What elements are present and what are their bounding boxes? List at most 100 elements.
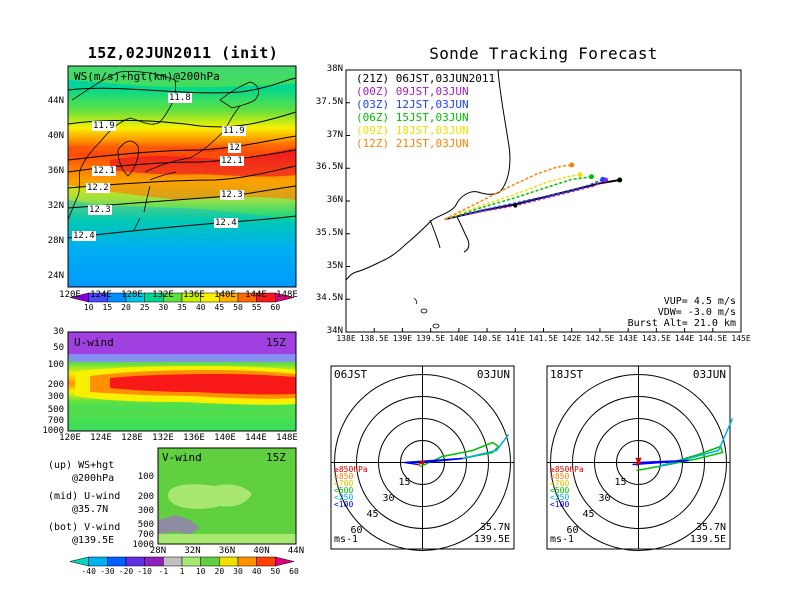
vwind-label: V-wind (162, 451, 202, 464)
colorbar-swatch (144, 556, 164, 567)
map-lat-tick: 44N (47, 96, 64, 106)
hodo-trace (404, 457, 463, 466)
legend-entry: (21Z) 06JST,03JUN2011 (356, 72, 496, 85)
tracking-plot (345, 69, 742, 333)
vwind-time: 15Z (266, 451, 286, 464)
map-title: 15Z,02JUN2011 (init) (87, 44, 279, 62)
colorbar-label: 10 (195, 567, 206, 576)
burst-point (513, 203, 518, 208)
colorbar-label: 15 (102, 303, 113, 312)
colorbar-swatch (125, 556, 145, 567)
hodo-date: 03JUN (692, 368, 726, 381)
colorbar-label: 50 (233, 303, 243, 312)
uwind-lon-tick: 148E (276, 433, 298, 443)
colorbar-label: -1 (158, 567, 169, 576)
tracking-title: Sonde Tracking Forecast (429, 44, 658, 63)
contour-label: 12.1 (220, 156, 244, 166)
colorbar-label: 30 (158, 303, 169, 312)
hodo-lat: 35.7N (695, 522, 726, 533)
hodo-unit: ms-1 (334, 534, 359, 545)
hodograph-right (546, 365, 734, 551)
colorbar-label: 40 (195, 303, 206, 312)
note-line: (bot) V-wind (48, 522, 121, 533)
hodo-ring-label: 15 (614, 476, 627, 488)
map-lon-tick: 144E (245, 290, 267, 300)
uwind-p-tick: 300 (47, 392, 64, 402)
note-line: (up) WS+hgt (48, 460, 115, 471)
map-lon-tick: 128E (121, 290, 143, 300)
uwind-lon-tick: 140E (214, 433, 236, 443)
vwind-p-tick: 300 (137, 506, 154, 516)
uwind-lon-tick: 128E (121, 433, 143, 443)
hodo-trace (420, 441, 500, 468)
tracking-lon-tick: 138E (336, 334, 356, 343)
tracking-lon-tick: 144.5E (698, 334, 728, 343)
colorbar-label: 30 (233, 567, 243, 576)
note-line: (mid) U-wind (48, 491, 121, 502)
hodo-unit: ms-1 (550, 534, 575, 545)
vwind-lat-tick: 28N (149, 546, 167, 556)
colorbar-label: 20 (214, 567, 225, 576)
uwind-p-tick: 1000 (42, 426, 64, 436)
tracking-lat-tick: 37.5N (315, 96, 343, 107)
tracking-lon-tick: 141.5E (529, 334, 558, 343)
hodo-level: <100 (550, 500, 570, 509)
tracking-lon-tick: 144E (674, 334, 695, 343)
uwind-p-tick: 30 (53, 327, 64, 337)
hodo-trace (417, 463, 422, 468)
note-line: @139.5E (72, 535, 115, 546)
tracking-lon-tick: 142E (562, 334, 582, 343)
colorbar-label: 60 (270, 303, 281, 312)
colorbar-label: -20 (118, 567, 134, 576)
colorbar-swatch (200, 556, 220, 567)
contour-label: 11.9 (92, 121, 116, 131)
vwind-p-tick: 700 (137, 530, 154, 540)
hodo-ring-label: 30 (598, 492, 611, 504)
uwind-lon-tick: 132E (152, 433, 174, 443)
contour-label: 12.3 (220, 190, 244, 200)
hodo-origin (420, 460, 425, 465)
hodo-time: 06JST (334, 368, 368, 381)
colorbar-swatch (107, 556, 127, 567)
note-line: @200hPa (72, 473, 115, 484)
map-colorbar (69, 292, 295, 303)
tracking-lon-tick: 141E (505, 334, 525, 343)
uwind-plot (67, 331, 297, 432)
track-line (444, 176, 592, 221)
vwind-colorbar (69, 556, 295, 567)
tracking-lat-tick: 36.5N (315, 162, 343, 173)
vwind-p-tick: 200 (137, 492, 154, 502)
contour-label: 12.1 (92, 166, 116, 176)
map-lon-tick: 120E (59, 290, 81, 300)
colorbar-label: 25 (139, 303, 150, 312)
colorbar-label: 50 (270, 567, 281, 576)
uwind-lon-tick: 136E (183, 433, 205, 443)
uwind-lon-tick: 124E (90, 433, 112, 443)
hodo-level: <250 (550, 493, 570, 502)
track-line (444, 164, 572, 220)
contour-label: 12.4 (214, 218, 238, 228)
hodo-level: ≥850hPa (334, 465, 368, 474)
colorbar-label: 10 (83, 303, 94, 312)
map-lat-tick: 32N (47, 201, 64, 211)
hodo-trace (632, 459, 689, 466)
colorbar-swatch (237, 556, 257, 567)
hodo-level: <700 (334, 479, 354, 488)
map-lat-tick: 24N (47, 271, 64, 281)
vwind-lat-tick: 36N (218, 546, 236, 556)
uwind-lon-tick: 120E (59, 433, 81, 443)
colorbar-label: -30 (100, 567, 115, 576)
tracking-lat-tick: 34.5N (315, 293, 343, 304)
colorbar-label: 40 (251, 567, 262, 576)
hodo-level: <100 (334, 500, 354, 509)
colorbar-swatch (88, 556, 108, 567)
contour-label: 12.4 (72, 231, 96, 241)
track-endpoint (600, 176, 606, 182)
hodo-level: <250 (334, 493, 354, 502)
vwind-lat-tick: 32N (184, 546, 201, 556)
colorbar-label: 1 (179, 567, 185, 576)
uwind-p-tick: 100 (47, 360, 64, 370)
colorbar-swatch (275, 292, 295, 303)
hodo-date: 03JUN (476, 368, 510, 381)
